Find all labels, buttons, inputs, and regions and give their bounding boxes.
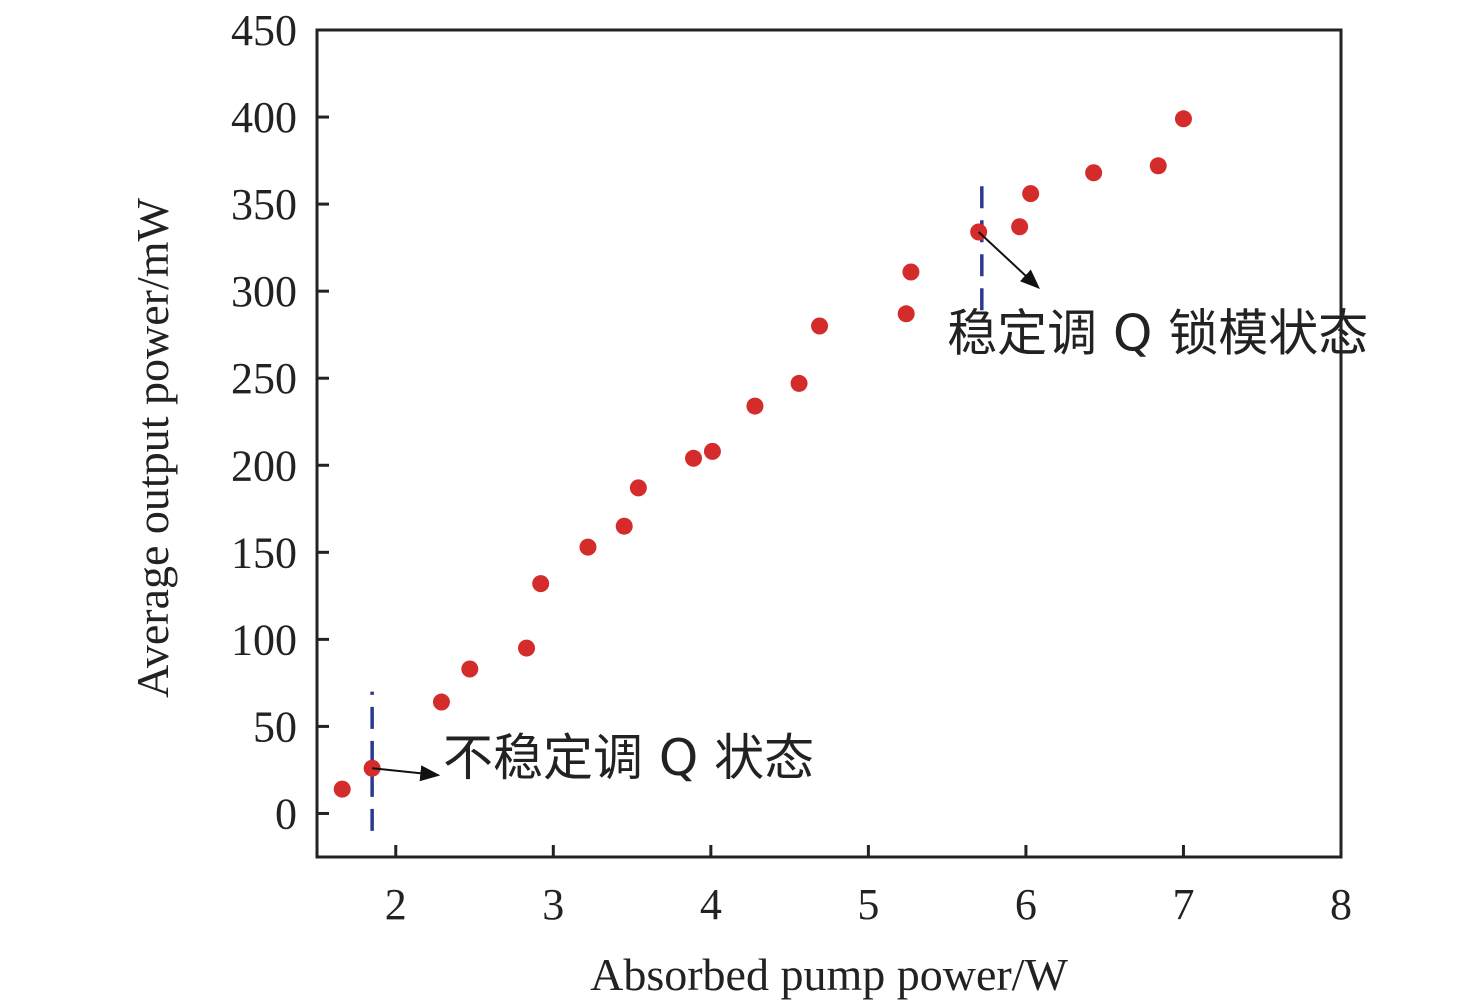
plot-frame: [315, 28, 1343, 859]
data-point: [1174, 110, 1192, 128]
annotation-arrow: [372, 765, 441, 782]
annotation-label: 稳定调 Q 锁模状态: [947, 304, 1368, 362]
data-point: [1022, 185, 1040, 203]
data-point: [532, 575, 550, 593]
y-tick-label: 350: [231, 180, 297, 229]
data-point: [518, 639, 536, 657]
data-point: [790, 374, 808, 392]
y-tick-label: 50: [253, 702, 297, 751]
annotation-label: 不稳定调 Q 状态: [443, 729, 814, 787]
data-point: [811, 317, 829, 335]
data-point: [746, 397, 764, 415]
y-tick-label: 400: [231, 93, 297, 142]
data-point: [579, 538, 597, 556]
y-tick-label: 300: [231, 267, 297, 316]
data-point: [1149, 157, 1167, 175]
y-axis-label: Average output power/mW: [127, 197, 178, 697]
data-point: [333, 780, 351, 798]
y-tick-label: 250: [231, 354, 297, 403]
data-point: [685, 449, 703, 467]
x-tick-label: 8: [1330, 880, 1352, 929]
data-point: [897, 305, 915, 323]
x-tick-label: 2: [385, 880, 407, 929]
y-tick-label: 450: [231, 6, 297, 55]
y-tick-label: 0: [275, 789, 297, 838]
data-point: [432, 693, 450, 711]
x-tick-label: 7: [1172, 880, 1194, 929]
data-point: [902, 263, 920, 281]
y-tick-label: 150: [231, 528, 297, 577]
data-point: [615, 517, 633, 535]
x-tick-label: 5: [857, 880, 879, 929]
data-point: [629, 479, 647, 497]
x-axis-label: Absorbed pump power/W: [590, 949, 1068, 1000]
x-tick-label: 3: [542, 880, 564, 929]
data-point: [1011, 218, 1029, 236]
x-tick-label: 6: [1015, 880, 1037, 929]
y-tick-label: 100: [231, 615, 297, 664]
y-tick-label: 200: [231, 441, 297, 490]
data-point: [461, 660, 479, 678]
x-tick-label: 4: [700, 880, 722, 929]
data-point: [703, 442, 721, 460]
data-point: [1085, 164, 1103, 182]
annotation-arrow: [977, 231, 1040, 290]
